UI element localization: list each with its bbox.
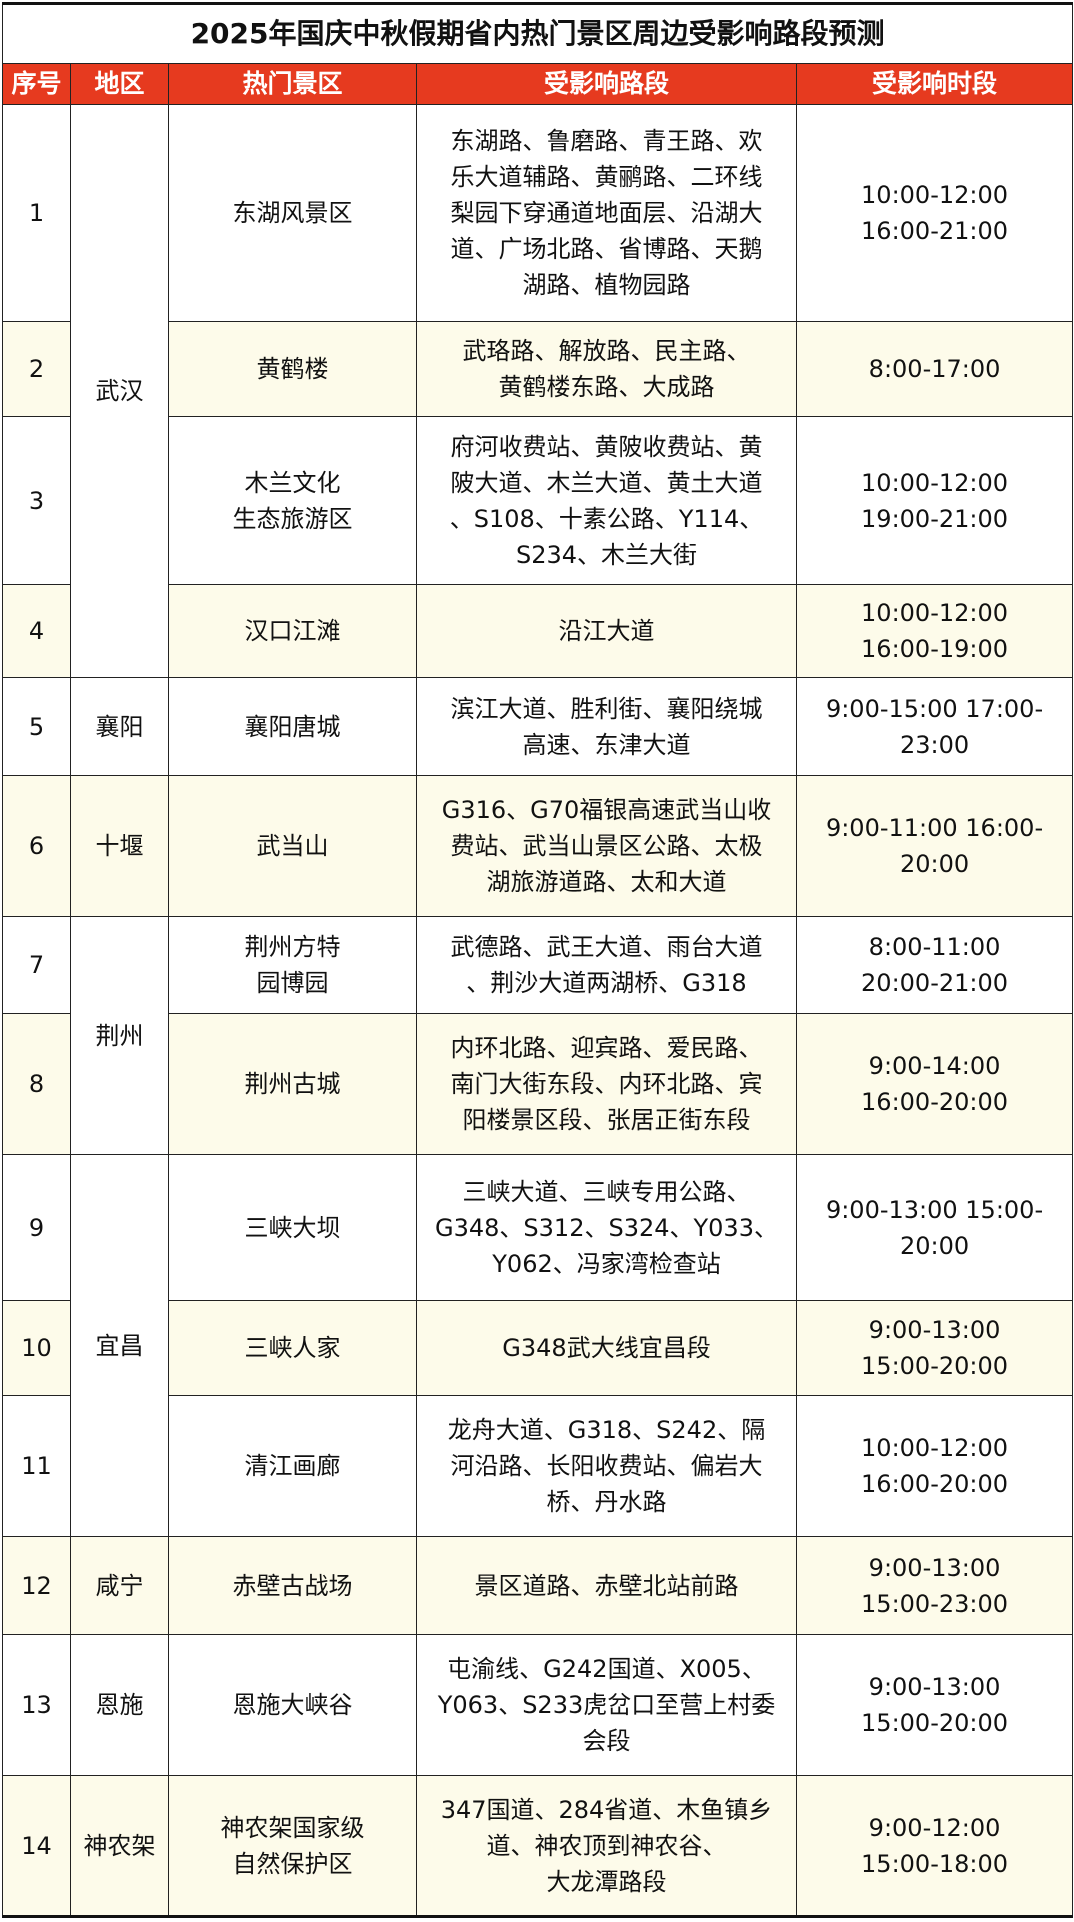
row-number: 5 bbox=[2, 677, 71, 776]
region-cell: 宜昌 bbox=[70, 1154, 169, 1537]
affected-roads-cell: 滨江大道、胜利街、襄阳绕城 高速、东津大道 bbox=[416, 677, 797, 776]
affected-time-cell: 10:00-12:00 16:00-21:00 bbox=[795, 104, 1074, 322]
table-row: 8 荆州古城 内环北路、迎宾路、爱民路、 南门大街东段、内环北路、宾 阳楼景区段、张… bbox=[2, 1013, 1074, 1155]
scenic-spot-cell: 武当山 bbox=[168, 775, 417, 917]
region-cell: 恩施 bbox=[70, 1634, 169, 1776]
table-row: 12 咸宁 赤壁古战场 景区道路、赤壁北站前路 9:00-13:00 15:00-23:… bbox=[2, 1536, 1074, 1635]
affected-time-cell: 9:00-13:00 15:00-20:00 bbox=[795, 1300, 1074, 1396]
affected-roads-cell: 东湖路、鲁磨路、青王路、欢 乐大道辅路、黄鹂路、二环线 梨园下穿通道地面层、沿湖… bbox=[416, 104, 797, 322]
table-row: 10 三峡人家 G348武大线宜昌段 9:00-13:00 15:00-20:00 bbox=[2, 1300, 1074, 1396]
row-number: 12 bbox=[2, 1536, 71, 1635]
region-cell: 襄阳 bbox=[70, 677, 169, 776]
affected-roads-cell: 龙舟大道、G318、S242、隔 河沿路、长阳收费站、偏岩大 桥、丹水路 bbox=[416, 1395, 797, 1537]
scenic-spot-cell: 神农架国家级 自然保护区 bbox=[168, 1775, 417, 1918]
affected-roads-cell: 屯渝线、G242国道、X005、 Y063、S233虎岔口至营上村委 会段 bbox=[416, 1634, 797, 1776]
region-cell: 荆州 bbox=[70, 916, 169, 1155]
row-number: 4 bbox=[2, 584, 71, 678]
affected-time-cell: 10:00-12:00 16:00-19:00 bbox=[795, 584, 1074, 678]
scenic-spot-cell: 赤壁古战场 bbox=[168, 1536, 417, 1635]
affected-time-cell: 8:00-11:00 20:00-21:00 bbox=[795, 916, 1074, 1014]
scenic-spot-cell: 木兰文化 生态旅游区 bbox=[168, 416, 417, 585]
table-row: 14 神农架 神农架国家级 自然保护区 347国道、284省道、木鱼镇乡 道、神农顶到… bbox=[2, 1775, 1074, 1918]
row-number: 6 bbox=[2, 775, 71, 917]
table-row: 9 宜昌 三峡大坝 三峡大道、三峡专用公路、 G348、S312、S324、Y033、… bbox=[2, 1154, 1074, 1537]
scenic-spot-cell: 恩施大峡谷 bbox=[168, 1634, 417, 1776]
table-row: 1 武汉 东湖风景区 东湖路、鲁磨路、青王路、欢 乐大道辅路、黄鹂路、二环线 梨园下穿… bbox=[2, 104, 1074, 678]
row-number: 2 bbox=[2, 321, 71, 417]
affected-roads-cell: 武珞路、解放路、民主路、 黄鹤楼东路、大成路 bbox=[416, 321, 797, 417]
header-time: 受影响时段 bbox=[795, 63, 1074, 105]
affected-time-cell: 9:00-13:00 15:00- 20:00 bbox=[795, 1154, 1074, 1301]
affected-roads-cell: 347国道、284省道、木鱼镇乡 道、神农顶到神农谷、 大龙潭路段 bbox=[416, 1775, 797, 1918]
affected-roads-cell: 沿江大道 bbox=[416, 584, 797, 678]
row-number: 14 bbox=[2, 1775, 71, 1918]
affected-roads-cell: 内环北路、迎宾路、爱民路、 南门大街东段、内环北路、宾 阳楼景区段、张居正街东段 bbox=[416, 1013, 797, 1155]
affected-time-cell: 9:00-12:00 15:00-18:00 bbox=[795, 1775, 1074, 1918]
affected-time-cell: 9:00-15:00 17:00- 23:00 bbox=[795, 677, 1074, 776]
scenic-spot-cell: 东湖风景区 bbox=[168, 104, 417, 322]
affected-time-cell: 8:00-17:00 bbox=[795, 321, 1074, 417]
table-title: 2025年国庆中秋假期省内热门景区周边受影响路段预测 bbox=[1, 2, 1074, 64]
table-row: 13 恩施 恩施大峡谷 屯渝线、G242国道、X005、 Y063、S233虎岔口至营… bbox=[2, 1634, 1074, 1776]
scenic-spot-cell: 三峡人家 bbox=[168, 1300, 417, 1396]
table-row: 2 黄鹤楼 武珞路、解放路、民主路、 黄鹤楼东路、大成路 8:00-17:00 bbox=[2, 321, 1074, 417]
row-number: 8 bbox=[2, 1013, 71, 1155]
header-roads: 受影响路段 bbox=[416, 63, 797, 105]
row-number: 11 bbox=[2, 1395, 71, 1537]
scenic-spot-cell: 黄鹤楼 bbox=[168, 321, 417, 417]
region-cell: 十堰 bbox=[70, 775, 169, 917]
table-row: 7 荆州 荆州方特 园博园 武德路、武王大道、雨台大道 、荆沙大道两湖桥、G318 8:… bbox=[2, 916, 1074, 1155]
scenic-spot-cell: 襄阳唐城 bbox=[168, 677, 417, 776]
affected-time-cell: 9:00-11:00 16:00- 20:00 bbox=[795, 775, 1074, 917]
affected-time-cell: 10:00-12:00 16:00-20:00 bbox=[795, 1395, 1074, 1537]
row-number: 10 bbox=[2, 1300, 71, 1396]
table-row: 6 十堰 武当山 G316、G70福银高速武当山收 费站、武当山景区公路、太极 湖旅游… bbox=[2, 775, 1074, 917]
scenic-spot-cell: 荆州古城 bbox=[168, 1013, 417, 1155]
row-number: 3 bbox=[2, 416, 71, 585]
table-row: 5 襄阳 襄阳唐城 滨江大道、胜利街、襄阳绕城 高速、东津大道 9:00-15:00 1… bbox=[2, 677, 1074, 776]
affected-roads-cell: G348武大线宜昌段 bbox=[416, 1300, 797, 1396]
affected-roads-cell: 府河收费站、黄陂收费站、黄 陂大道、木兰大道、黄土大道 、S108、十素公路、Y… bbox=[416, 416, 797, 585]
affected-roads-cell: G316、G70福银高速武当山收 费站、武当山景区公路、太极 湖旅游道路、太和大… bbox=[416, 775, 797, 917]
region-cell: 武汉 bbox=[70, 104, 169, 678]
header-spot: 热门景区 bbox=[168, 63, 417, 105]
affected-time-cell: 10:00-12:00 19:00-21:00 bbox=[795, 416, 1074, 585]
row-number: 13 bbox=[2, 1634, 71, 1776]
affected-time-cell: 9:00-13:00 15:00-20:00 bbox=[795, 1634, 1074, 1776]
affected-roads-cell: 景区道路、赤壁北站前路 bbox=[416, 1536, 797, 1635]
row-number: 7 bbox=[2, 916, 71, 1014]
affected-time-cell: 9:00-13:00 15:00-23:00 bbox=[795, 1536, 1074, 1635]
affected-roads-cell: 武德路、武王大道、雨台大道 、荆沙大道两湖桥、G318 bbox=[416, 916, 797, 1014]
header-row: 序号 地区 热门景区 受影响路段 受影响时段 bbox=[2, 63, 1074, 105]
scenic-spot-cell: 三峡大坝 bbox=[168, 1154, 417, 1301]
region-cell: 神农架 bbox=[70, 1775, 169, 1918]
scenic-spot-cell: 清江画廊 bbox=[168, 1395, 417, 1537]
scenic-spot-cell: 荆州方特 园博园 bbox=[168, 916, 417, 1014]
scenic-spot-cell: 汉口江滩 bbox=[168, 584, 417, 678]
row-number: 1 bbox=[2, 104, 71, 322]
affected-time-cell: 9:00-14:00 16:00-20:00 bbox=[795, 1013, 1074, 1155]
affected-roads-cell: 三峡大道、三峡专用公路、 G348、S312、S324、Y033、 Y062、冯… bbox=[416, 1154, 797, 1301]
header-region: 地区 bbox=[70, 63, 169, 105]
region-cell: 咸宁 bbox=[70, 1536, 169, 1635]
header-no: 序号 bbox=[2, 63, 71, 105]
row-number: 9 bbox=[2, 1154, 71, 1301]
